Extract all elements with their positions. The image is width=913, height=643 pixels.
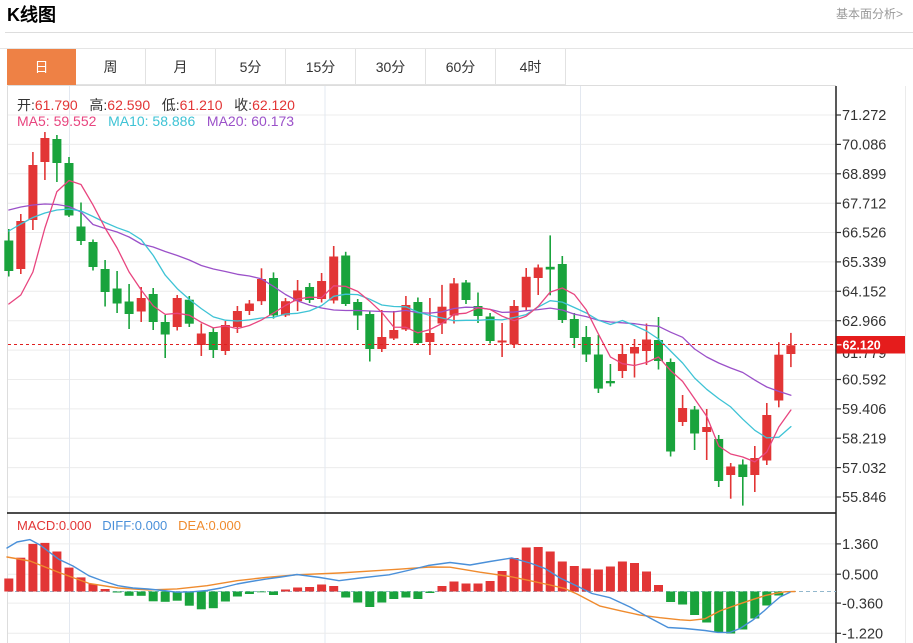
svg-text:67.712: 67.712 [842, 196, 886, 212]
svg-text:1.360: 1.360 [842, 537, 878, 553]
svg-text:-0.360: -0.360 [842, 596, 883, 612]
svg-text:60.592: 60.592 [842, 373, 886, 389]
svg-text:64.152: 64.152 [842, 285, 886, 301]
svg-text:66.526: 66.526 [842, 226, 886, 242]
svg-text:70.086: 70.086 [842, 138, 886, 154]
svg-text:57.032: 57.032 [842, 461, 886, 477]
svg-text:58.219: 58.219 [842, 431, 886, 447]
svg-text:59.406: 59.406 [842, 402, 886, 418]
svg-text:0.500: 0.500 [842, 567, 878, 583]
svg-text:71.272: 71.272 [842, 108, 886, 124]
svg-text:55.846: 55.846 [842, 490, 886, 506]
svg-text:62.966: 62.966 [842, 314, 886, 330]
svg-text:65.339: 65.339 [842, 255, 886, 271]
svg-text:62.120: 62.120 [843, 339, 881, 353]
svg-text:68.899: 68.899 [842, 167, 886, 183]
svg-text:-1.220: -1.220 [842, 627, 883, 643]
